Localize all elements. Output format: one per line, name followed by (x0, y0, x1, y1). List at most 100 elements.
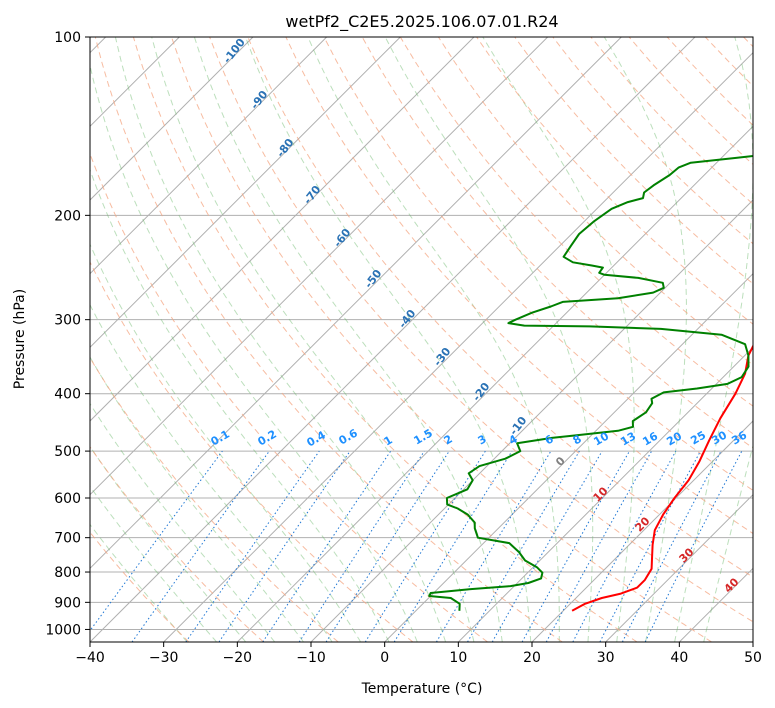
moist-adiabat-line (90, 303, 333, 642)
mixing-ratio-line (435, 450, 552, 642)
mixing-ratio-label: 30 (709, 428, 729, 447)
isotherm-line (90, 37, 254, 201)
dry-adiabat-line (132, 37, 638, 642)
y-tick-label: 400 (54, 387, 81, 403)
dry-adiabat-line (209, 37, 753, 623)
moist-adiabat-line (245, 37, 532, 642)
mixing-ratio-line (364, 450, 486, 642)
mixing-ratio-line (218, 450, 351, 642)
dry-adiabat-line (514, 37, 753, 285)
dry-adiabat-label: -20 (470, 380, 493, 404)
dry-adiabat-line (90, 260, 414, 642)
dry-adiabat-line (90, 531, 190, 642)
moist-adiabat-line (90, 445, 247, 642)
moist-adiabat-line (151, 37, 475, 642)
dry-adiabat-line (552, 37, 753, 245)
y-tick-label: 200 (54, 208, 81, 224)
mixing-ratio-line (131, 450, 270, 642)
dry-adiabat-label: -50 (362, 267, 385, 291)
y-tick-label: 800 (54, 565, 81, 581)
mixing-ratio-line (262, 450, 392, 642)
plot-frame (89, 36, 754, 643)
y-axis-ticks: 1000 900 800 700 600 500 400 300 200 100 (45, 30, 90, 638)
y-tick-label: 500 (54, 444, 81, 460)
moist-adiabat-line (703, 443, 753, 642)
dry-adiabat-line (743, 37, 753, 48)
moist-adiabat-line (90, 63, 418, 642)
mixing-ratio-label: 25 (688, 429, 708, 448)
dry-adiabat-label: -30 (431, 345, 454, 369)
moist-adiabat-line (90, 243, 362, 642)
isotherm-line (457, 346, 753, 642)
dry-adiabat-line (437, 37, 753, 366)
mixing-ratio-line (298, 450, 425, 642)
moist-adiabat-line (384, 37, 594, 642)
mixing-ratio-label: 0.6 (337, 426, 361, 447)
plot-area: -100-90-80-70-60-50-40-30-20-10010203040… (90, 36, 753, 642)
y-tick-label: 600 (54, 491, 81, 507)
mixing-ratio-label: 16 (640, 429, 660, 448)
moist-adiabat-label: 40 (722, 575, 742, 595)
mixing-ratio-label: 0.2 (256, 427, 279, 448)
dry-adiabat-line (94, 37, 563, 642)
isotherm-line (752, 641, 753, 642)
mixing-ratio-line (90, 450, 223, 632)
isotherm-line (236, 125, 753, 642)
dry-adiabat-line (247, 37, 753, 578)
dry-adiabat-label: -100 (221, 36, 248, 66)
mixing-ratio-line (185, 450, 320, 642)
profile-lines (428, 154, 753, 612)
dry-adiabat-label: -80 (274, 136, 297, 160)
moist-adiabat-label: 10 (591, 484, 611, 504)
y-tick-label: 700 (54, 531, 81, 547)
mixing-ratio-line (521, 450, 630, 642)
isotherm-line (90, 37, 328, 275)
moist-adiabat-line (90, 356, 304, 642)
chart-title: wetPf2_C2E5.2025.106.07.01.R24 (285, 12, 558, 32)
mixing-ratio-line (644, 450, 743, 642)
mixing-ratio-label: 1.5 (412, 426, 435, 447)
dewpoint-line (428, 154, 753, 611)
y-tick-label: 300 (54, 313, 81, 329)
y-axis-label: Pressure (hPa) (12, 289, 28, 389)
dry-adiabat-line (90, 152, 488, 642)
mixing-ratio-line (572, 450, 677, 642)
isotherm-line (531, 420, 753, 642)
moist-adiabat-line (482, 37, 635, 642)
x-tick-label: 50 (744, 650, 762, 666)
dry-adiabat-line (90, 356, 339, 642)
mixing-ratio-line (467, 450, 580, 642)
mixing-ratio-label: 6 (543, 432, 556, 447)
adiabat-labels: -100-90-80-70-60-50-40-30-20-10010203040… (209, 36, 750, 596)
isotherm-line (163, 51, 753, 642)
mixing-ratio-label: 3 (476, 432, 489, 447)
x-tick-label: −20 (223, 650, 253, 666)
isotherm-line (90, 37, 475, 422)
x-tick-label: 40 (670, 650, 688, 666)
isotherm-line (90, 37, 696, 642)
dry-adiabats (90, 37, 753, 642)
moist-adiabats (90, 37, 753, 642)
isotherm-line (90, 37, 622, 570)
isotherm-line (605, 493, 753, 642)
isotherm-line (90, 37, 401, 349)
isotherm-line (384, 272, 753, 642)
x-tick-label: 20 (523, 650, 541, 666)
dry-adiabat-line (476, 37, 753, 325)
mixing-ratio-label: 20 (664, 429, 684, 448)
x-tick-label: 10 (449, 650, 467, 666)
mixing-ratio-label: 36 (729, 428, 749, 447)
moist-adiabat-label: 20 (633, 514, 653, 534)
mixing-ratio-label: 0.1 (209, 427, 232, 448)
x-axis-ticks: −40 −30 −20 −10 0 10 20 30 40 50 (75, 642, 762, 666)
temperature-line (571, 343, 753, 612)
moist-adiabat-line (603, 37, 687, 642)
moist-adiabat-line (90, 485, 217, 642)
y-tick-label: 900 (54, 595, 81, 611)
dry-adiabat-line (704, 37, 753, 87)
y-tick-label: 1000 (45, 622, 81, 638)
dry-adiabat-label: -70 (301, 183, 324, 207)
moist-adiabat-line (193, 37, 503, 642)
mixing-ratio-label: 13 (618, 430, 638, 449)
